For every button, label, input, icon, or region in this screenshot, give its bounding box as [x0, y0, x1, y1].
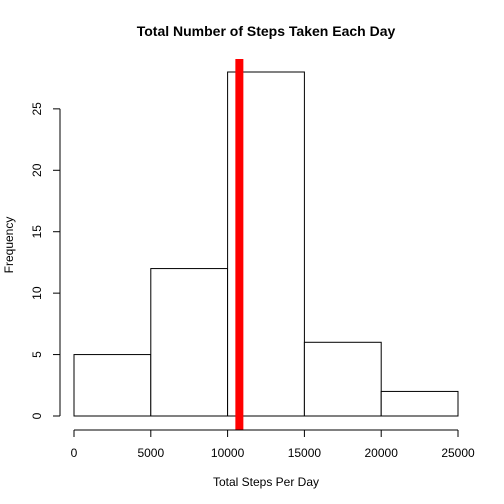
y-tick-label: 5	[30, 351, 44, 358]
histogram-bar	[303, 341, 382, 417]
x-tick-label: 15000	[288, 446, 322, 460]
reference-line-group	[235, 59, 244, 430]
y-tick-label: 25	[30, 102, 44, 116]
y-tick-label: 0	[30, 412, 44, 419]
x-tick-label: 20000	[365, 446, 399, 460]
histogram-bar	[380, 390, 459, 417]
histogram-bar	[73, 354, 152, 417]
y-tick-label: 15	[30, 225, 44, 239]
y-tick-label: 10	[30, 286, 44, 300]
x-axis: 0 5000 10000 15000 20000 25000	[71, 429, 475, 460]
x-tick-label: 10000	[211, 446, 245, 460]
x-tick-label: 25000	[441, 446, 475, 460]
y-axis: 0 5 10 15 20 25	[30, 102, 61, 419]
histogram-bar	[150, 268, 229, 417]
y-axis-label: Frequency	[2, 217, 16, 274]
y-tick-label: 20	[30, 163, 44, 177]
x-axis-label: Total Steps Per Day	[213, 475, 319, 489]
reference-line	[235, 59, 244, 430]
x-tick-label: 0	[71, 446, 78, 460]
x-tick-label: 5000	[137, 446, 164, 460]
histogram-bars	[73, 71, 459, 417]
chart-title: Total Number of Steps Taken Each Day	[137, 23, 396, 39]
